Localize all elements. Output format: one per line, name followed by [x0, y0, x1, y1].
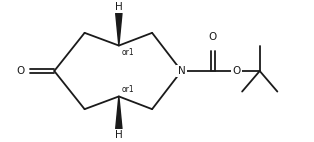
Text: H: H [115, 2, 123, 12]
Text: O: O [17, 66, 25, 76]
Polygon shape [116, 96, 122, 129]
Text: N: N [178, 66, 185, 76]
Text: or1: or1 [122, 48, 134, 57]
Text: H: H [115, 130, 123, 140]
Text: O: O [232, 66, 241, 76]
Polygon shape [116, 13, 122, 46]
Text: O: O [208, 32, 217, 42]
Text: or1: or1 [122, 85, 134, 94]
